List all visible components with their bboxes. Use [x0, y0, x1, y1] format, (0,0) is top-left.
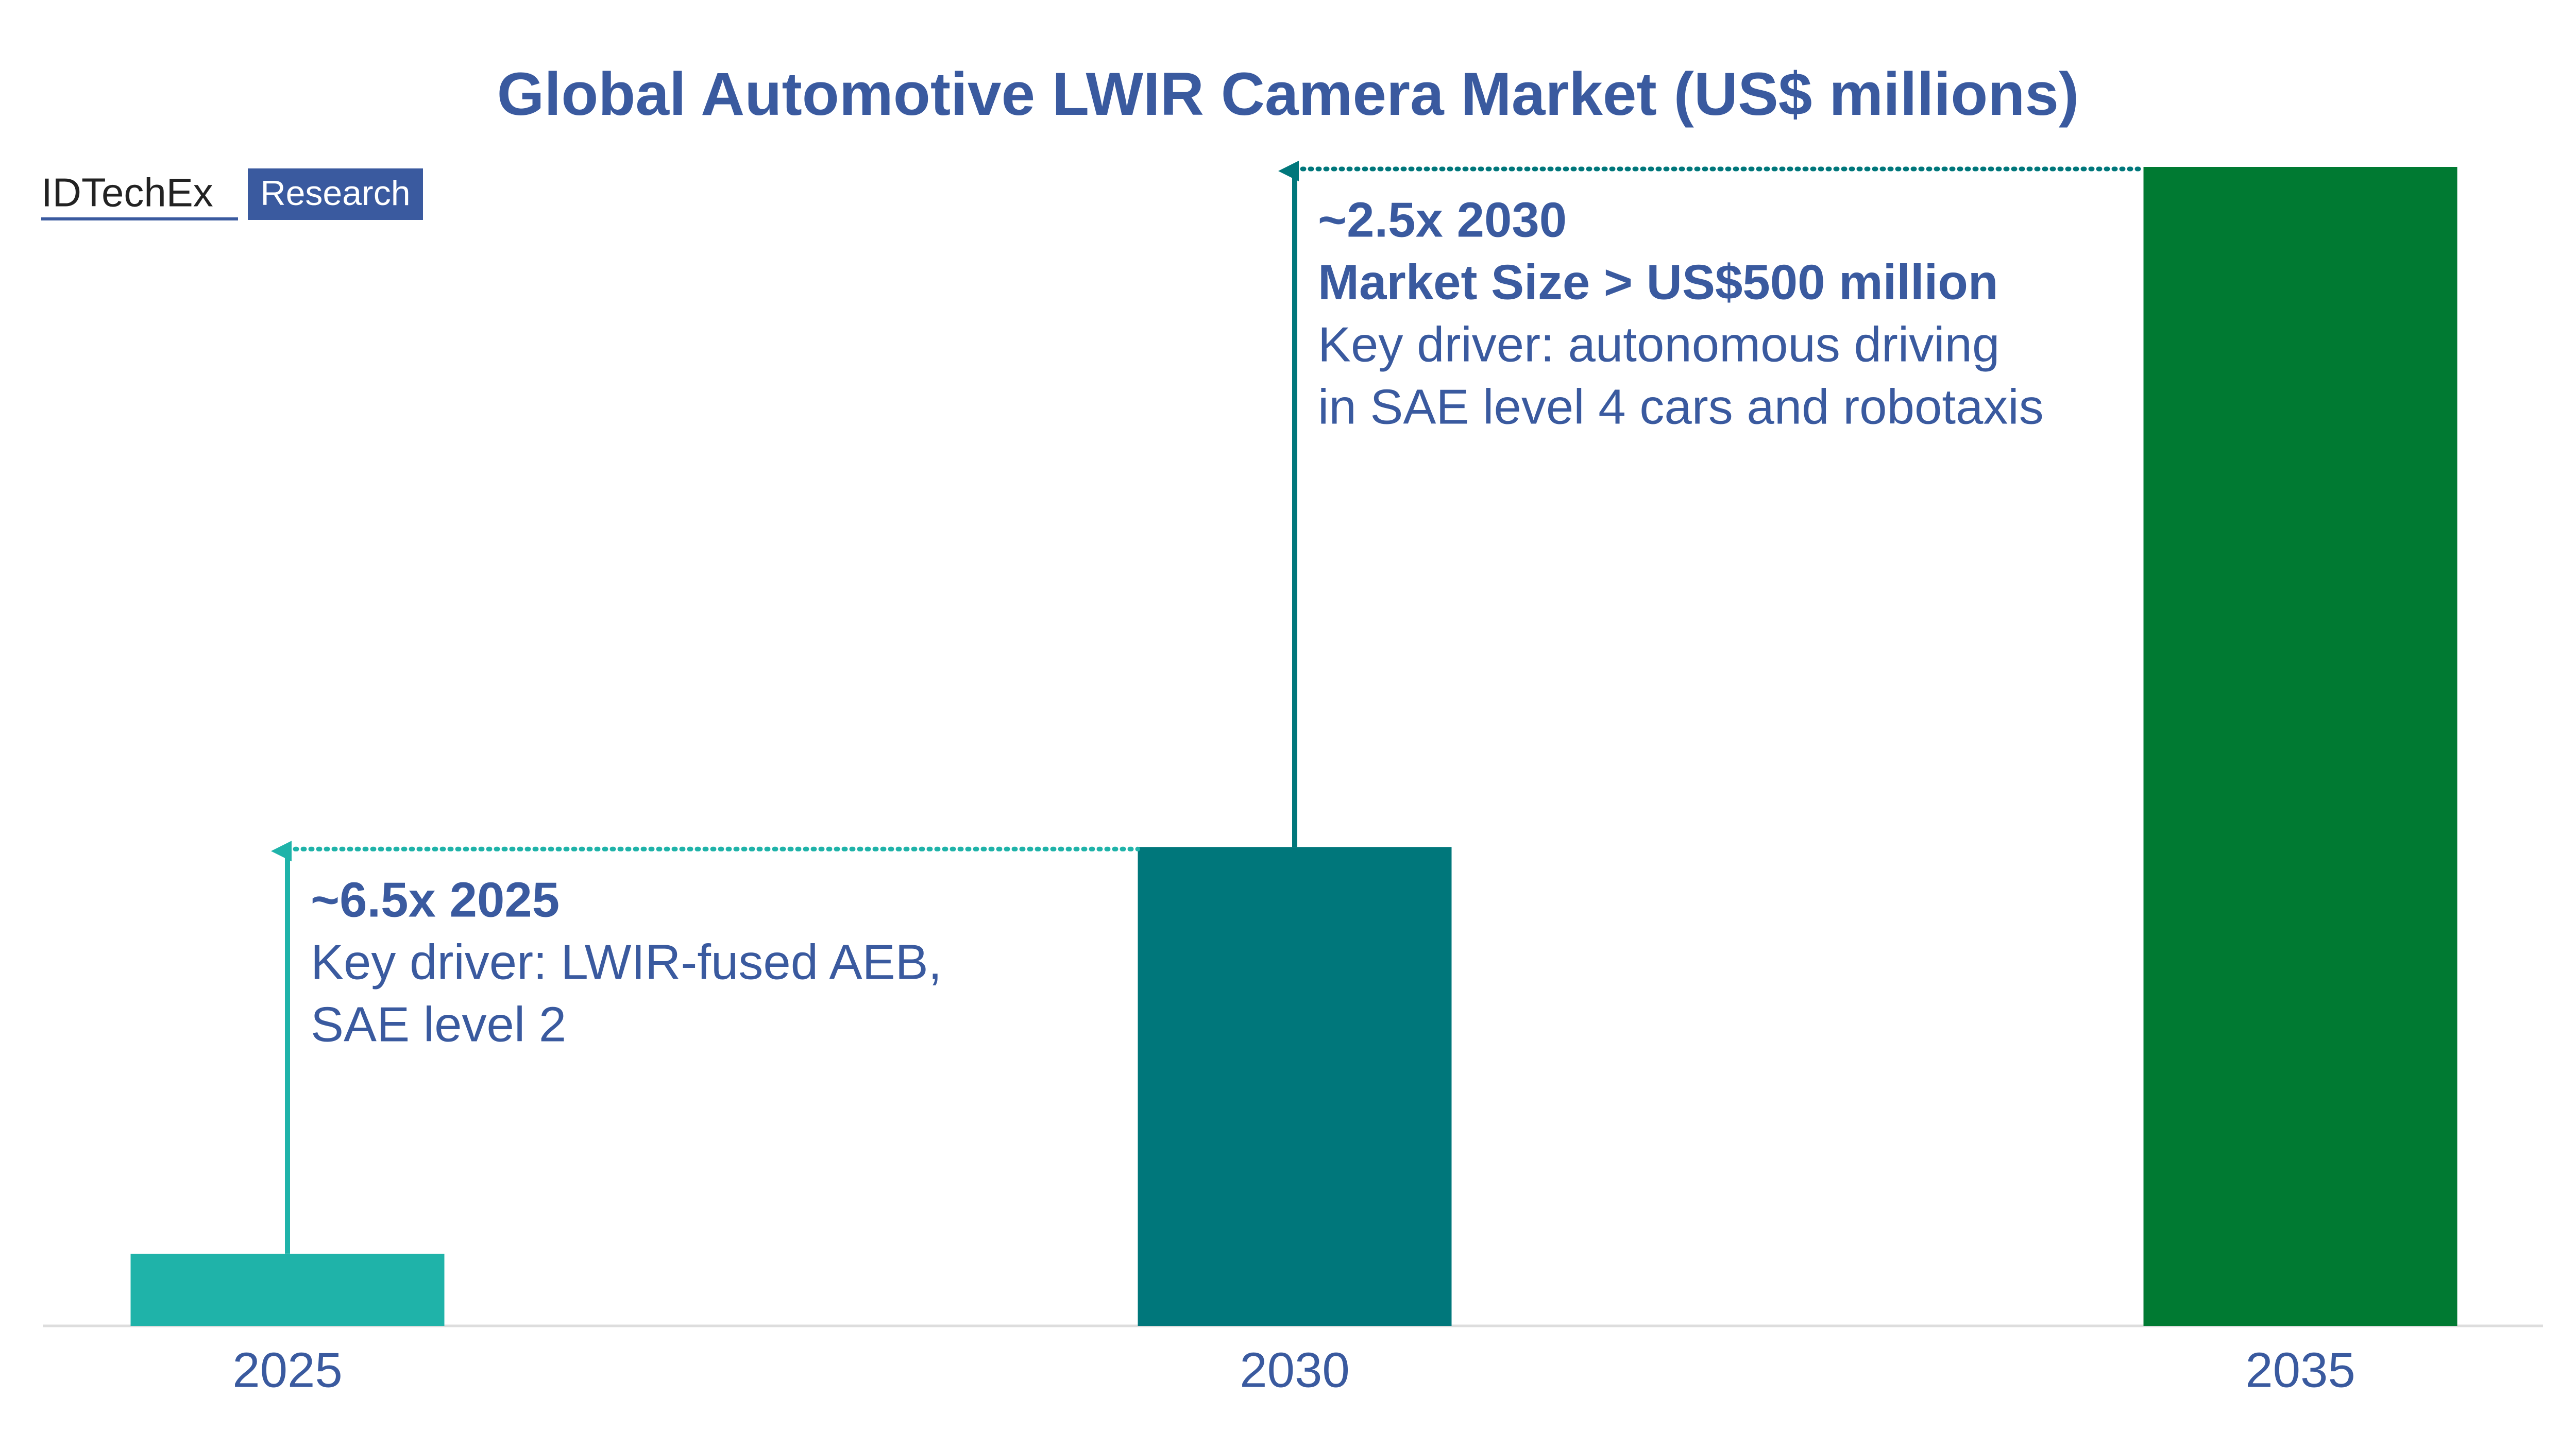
bar: [1138, 847, 1452, 1326]
logo-box: [248, 168, 423, 220]
x-tick-label: 2035: [2245, 1342, 2355, 1397]
bar: [130, 1253, 445, 1326]
annotation-body: in SAE level 4 cars and robotaxis: [1318, 379, 2044, 434]
logo-tag: Research: [260, 174, 410, 213]
x-tick-label: 2025: [232, 1342, 343, 1397]
annotation-body: Key driver: LWIR-fused AEB,: [311, 935, 942, 990]
annotation-headline: ~6.5x 2025: [311, 873, 560, 928]
annotation-headline: ~2.5x 2030: [1318, 192, 1567, 247]
x-tick-label: 2030: [1240, 1342, 1350, 1397]
annotation-headline: Market Size > US$500 million: [1318, 254, 1998, 310]
annotation-body: SAE level 2: [311, 997, 566, 1052]
logo-name: IDTechEx: [41, 170, 213, 215]
annotation-body: Key driver: autonomous driving: [1318, 317, 1999, 372]
chart-title: Global Automotive LWIR Camera Market (US…: [497, 60, 2079, 128]
bar: [2143, 167, 2458, 1326]
